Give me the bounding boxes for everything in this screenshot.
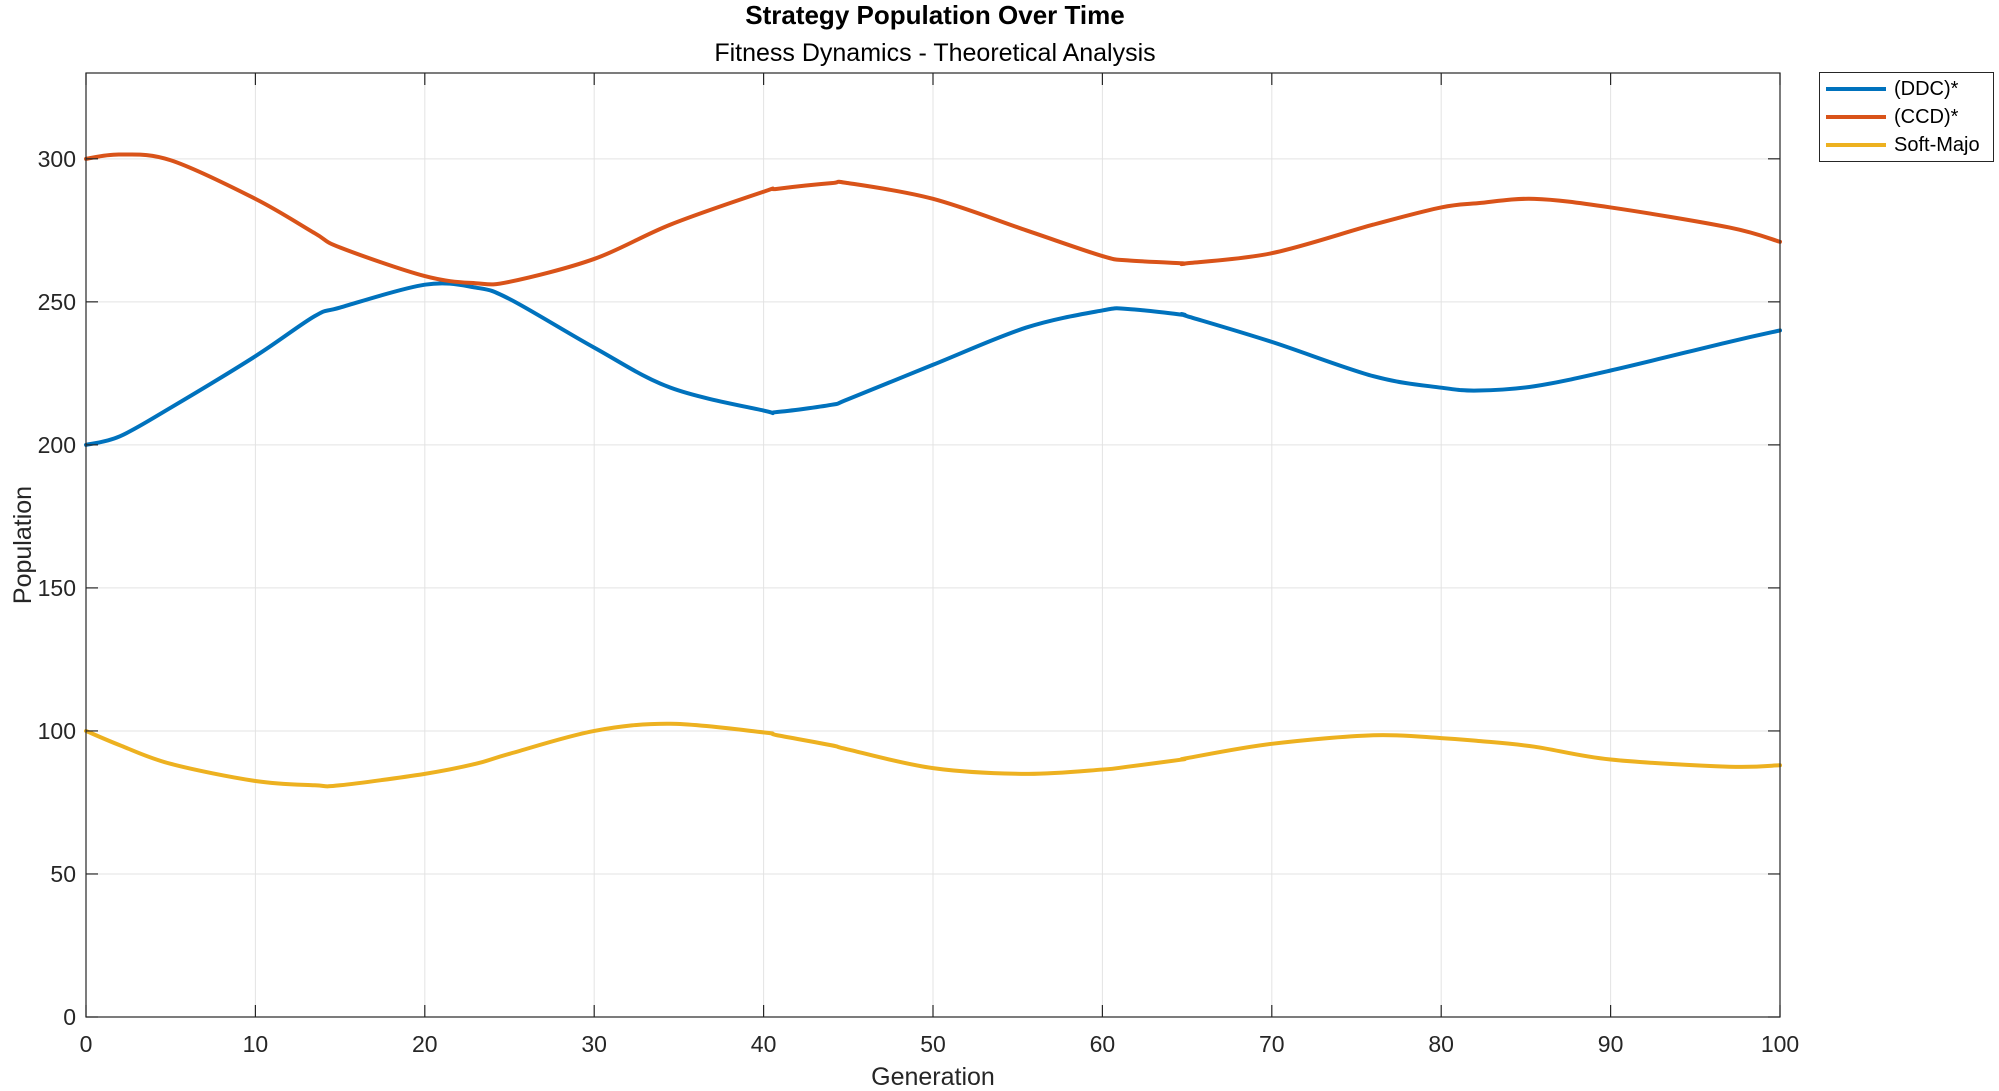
x-tick-label: 10 [243, 1031, 269, 1057]
x-tick-label: 50 [920, 1031, 946, 1057]
x-axis-label: Generation [871, 1063, 995, 1091]
series-lines [84, 152, 1782, 789]
legend-label-soft-majo: Soft-Majo [1894, 133, 1980, 156]
x-tick-label: 100 [1761, 1031, 1799, 1057]
y-tick-label: 50 [50, 861, 76, 887]
legend-item-soft-majo: Soft-Majo [1826, 131, 1980, 159]
chart-subtitle: Fitness Dynamics - Theoretical Analysis [714, 39, 1156, 67]
grid-lines [85, 73, 1781, 1018]
x-tick-label: 40 [751, 1031, 777, 1057]
legend-swatch-ccd [1826, 115, 1886, 119]
x-tick-label: 30 [581, 1031, 607, 1057]
series-line-1 [84, 152, 1782, 287]
legend-item-ccd: (CCD)* [1826, 103, 1958, 131]
x-tick-label: 70 [1259, 1031, 1285, 1057]
x-tick-label: 0 [80, 1031, 93, 1057]
chart-title: Strategy Population Over Time [745, 0, 1125, 30]
y-tick-label: 0 [63, 1004, 76, 1030]
tick-labels: 0 10 20 30 40 50 60 70 80 90 100 0 50 100 150 200 250 300 [38, 146, 1800, 1057]
legend-item-ddc: (DDC)* [1826, 75, 1958, 103]
x-tick-label: 90 [1598, 1031, 1624, 1057]
legend-swatch-ddc [1826, 87, 1886, 91]
y-tick-label: 250 [38, 289, 76, 315]
y-tick-label: 100 [38, 718, 76, 744]
series-line-2 [84, 721, 1782, 789]
y-tick-label: 300 [38, 146, 76, 172]
y-tick-label: 200 [38, 432, 76, 458]
legend-label-ddc: (DDC)* [1894, 77, 1959, 100]
x-tick-label: 60 [1090, 1031, 1116, 1057]
x-tick-label: 80 [1428, 1031, 1454, 1057]
legend: (DDC)* (CCD)* Soft-Majo [1819, 72, 1994, 162]
y-axis-label: Population [9, 486, 37, 604]
legend-swatch-soft-majo [1826, 143, 1886, 147]
series-line-0 [84, 281, 1782, 447]
y-tick-label: 150 [38, 575, 76, 601]
x-tick-label: 20 [412, 1031, 438, 1057]
axis-ticks [85, 73, 1781, 1018]
legend-label-ccd: (CCD)* [1894, 105, 1959, 128]
